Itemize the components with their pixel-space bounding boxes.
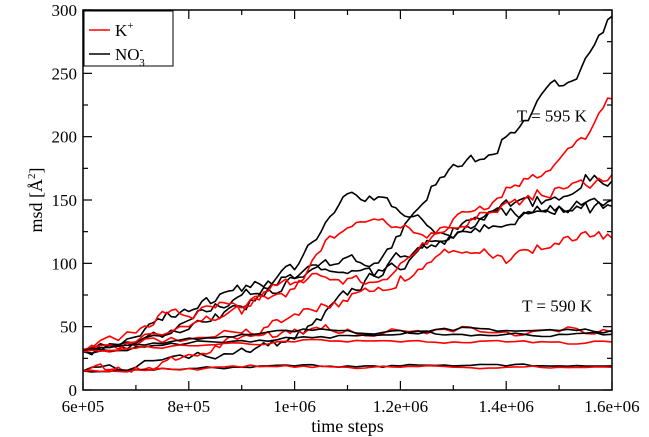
- y-tick-label: 200: [52, 128, 78, 147]
- annotation-t590: T = 590 K: [522, 296, 593, 315]
- series-line-6: [83, 174, 612, 353]
- y-tick-label: 300: [52, 1, 78, 20]
- y-axis-label-unit: Å: [26, 179, 46, 192]
- legend-label-no3-main: NO: [115, 45, 140, 64]
- annotation-t595: T = 595 K: [517, 106, 588, 125]
- x-tick-label: 1e+06: [273, 397, 316, 416]
- series-line-11: [83, 338, 612, 353]
- y-tick-label: 100: [52, 254, 78, 273]
- y-axis-label: msd [Å2]: [26, 168, 46, 233]
- legend-label-k-charge: +: [127, 20, 133, 32]
- series-line-7: [83, 230, 612, 352]
- series-line-5: [83, 97, 612, 351]
- legend-label-no3-subscript: 3: [139, 57, 145, 69]
- series-line-8: [83, 324, 612, 373]
- x-tick-label: 1.4e+06: [479, 397, 534, 416]
- y-axis-label-main: msd [: [26, 192, 46, 233]
- x-tick-label: 6e+05: [62, 397, 105, 416]
- series-line-2: [83, 173, 612, 351]
- y-tick-label: 150: [52, 191, 78, 210]
- x-tick-label: 8e+05: [167, 397, 210, 416]
- x-axis-label: time steps: [311, 416, 384, 436]
- x-tick-label: 1.2e+06: [373, 397, 428, 416]
- y-tick-label: 250: [52, 64, 78, 83]
- legend-label-no3: NO-3: [115, 44, 145, 69]
- y-axis-label-exponent: 2: [26, 174, 38, 180]
- series-line-9: [83, 326, 612, 353]
- series-line-10: [83, 330, 612, 352]
- series-layer: [83, 15, 612, 373]
- legend-box: [83, 10, 174, 67]
- series-line-13: [83, 364, 612, 373]
- y-tick-label: 0: [69, 381, 78, 400]
- legend-label-k: K+: [115, 20, 134, 40]
- x-tick-label: 1.6e+06: [584, 397, 639, 416]
- axis-ticks: 6e+05 8e+05 1e+06 1.2e+06 1.4e+06 1.6e+06 0 50 1…: [52, 1, 640, 416]
- y-tick-label: 50: [60, 318, 77, 337]
- legend: K+ NO-3: [83, 10, 174, 69]
- series-line-4: [83, 201, 612, 372]
- y-axis-label-close: ]: [26, 168, 46, 174]
- series-line-1: [83, 15, 612, 356]
- legend-label-k-main: K: [115, 21, 128, 40]
- legend-label-no3-charge: -: [140, 44, 144, 56]
